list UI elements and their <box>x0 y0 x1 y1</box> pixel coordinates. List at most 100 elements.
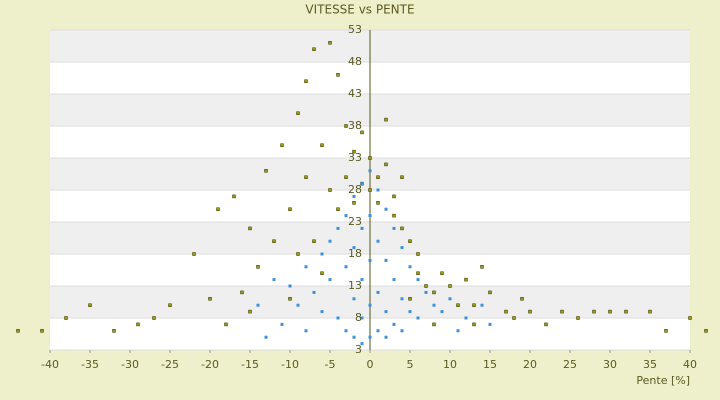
point <box>256 303 260 307</box>
point <box>576 316 580 320</box>
point <box>352 335 356 339</box>
y-tick-label: 3 <box>355 343 362 356</box>
point <box>360 226 364 230</box>
point <box>256 265 260 269</box>
point <box>608 309 612 314</box>
point <box>288 207 292 211</box>
x-tick-label: 10 <box>443 358 457 371</box>
point <box>280 143 284 147</box>
y-tick-label: 28 <box>348 183 362 196</box>
point <box>624 309 628 314</box>
point <box>384 258 388 262</box>
point <box>400 297 404 301</box>
point <box>384 162 388 167</box>
point <box>416 252 420 256</box>
x-tick-label: 0 <box>367 358 374 371</box>
point <box>368 214 372 218</box>
point <box>376 239 380 243</box>
point <box>368 188 372 192</box>
point <box>312 47 316 51</box>
point <box>368 169 372 173</box>
point <box>368 156 372 160</box>
point <box>416 271 420 275</box>
point <box>448 297 452 301</box>
point <box>464 316 468 320</box>
point <box>408 265 412 269</box>
point <box>416 316 420 320</box>
point <box>240 290 244 295</box>
point <box>368 303 372 307</box>
point <box>320 252 324 256</box>
point <box>288 284 292 288</box>
point <box>368 335 372 339</box>
point <box>688 316 692 320</box>
point <box>368 258 372 262</box>
point <box>328 278 332 282</box>
chart-title: VITESSE vs PENTE <box>305 3 414 17</box>
point <box>328 41 332 45</box>
point <box>320 143 324 147</box>
point <box>384 335 388 339</box>
point <box>384 310 388 314</box>
point <box>272 239 276 243</box>
x-tick-label: -20 <box>201 358 219 371</box>
point <box>400 329 404 333</box>
point <box>40 329 44 333</box>
point <box>288 297 292 301</box>
y-tick-label: 13 <box>348 279 362 292</box>
point <box>400 246 404 250</box>
point <box>112 329 116 333</box>
point <box>664 329 668 333</box>
point <box>328 188 332 192</box>
x-tick-label: -25 <box>161 358 179 371</box>
point <box>360 130 364 135</box>
x-tick-label: -40 <box>41 358 59 371</box>
point <box>344 175 348 179</box>
point <box>392 226 396 230</box>
x-tick-label: 35 <box>643 358 657 371</box>
x-tick-label: -5 <box>325 358 336 371</box>
point <box>272 278 276 282</box>
point <box>392 213 396 218</box>
point <box>152 316 156 320</box>
point <box>304 265 308 269</box>
point <box>344 265 348 269</box>
point <box>360 316 364 320</box>
point <box>352 297 356 301</box>
point <box>248 226 252 231</box>
point <box>280 322 284 326</box>
point <box>360 342 364 346</box>
point <box>304 175 308 179</box>
x-tick-label: 25 <box>563 358 577 371</box>
point <box>400 226 404 231</box>
point <box>352 149 356 154</box>
point <box>544 322 548 327</box>
point <box>488 322 492 326</box>
point <box>352 194 356 198</box>
point <box>376 201 380 205</box>
point <box>304 329 308 333</box>
point <box>472 322 476 327</box>
point <box>336 207 340 211</box>
point <box>16 329 20 333</box>
point <box>88 303 92 307</box>
point <box>64 316 68 320</box>
point <box>224 322 228 327</box>
point <box>432 303 436 307</box>
x-tick-label: -15 <box>241 358 259 371</box>
point <box>504 309 508 314</box>
point <box>448 284 452 288</box>
point <box>408 297 412 301</box>
point <box>512 316 516 320</box>
point <box>376 175 380 179</box>
point <box>648 309 652 314</box>
point <box>416 278 420 282</box>
point <box>440 271 444 275</box>
point <box>344 214 348 218</box>
point <box>208 297 212 301</box>
point <box>456 303 460 307</box>
x-axis-label: Pente [%] <box>636 374 690 387</box>
point <box>328 239 332 243</box>
